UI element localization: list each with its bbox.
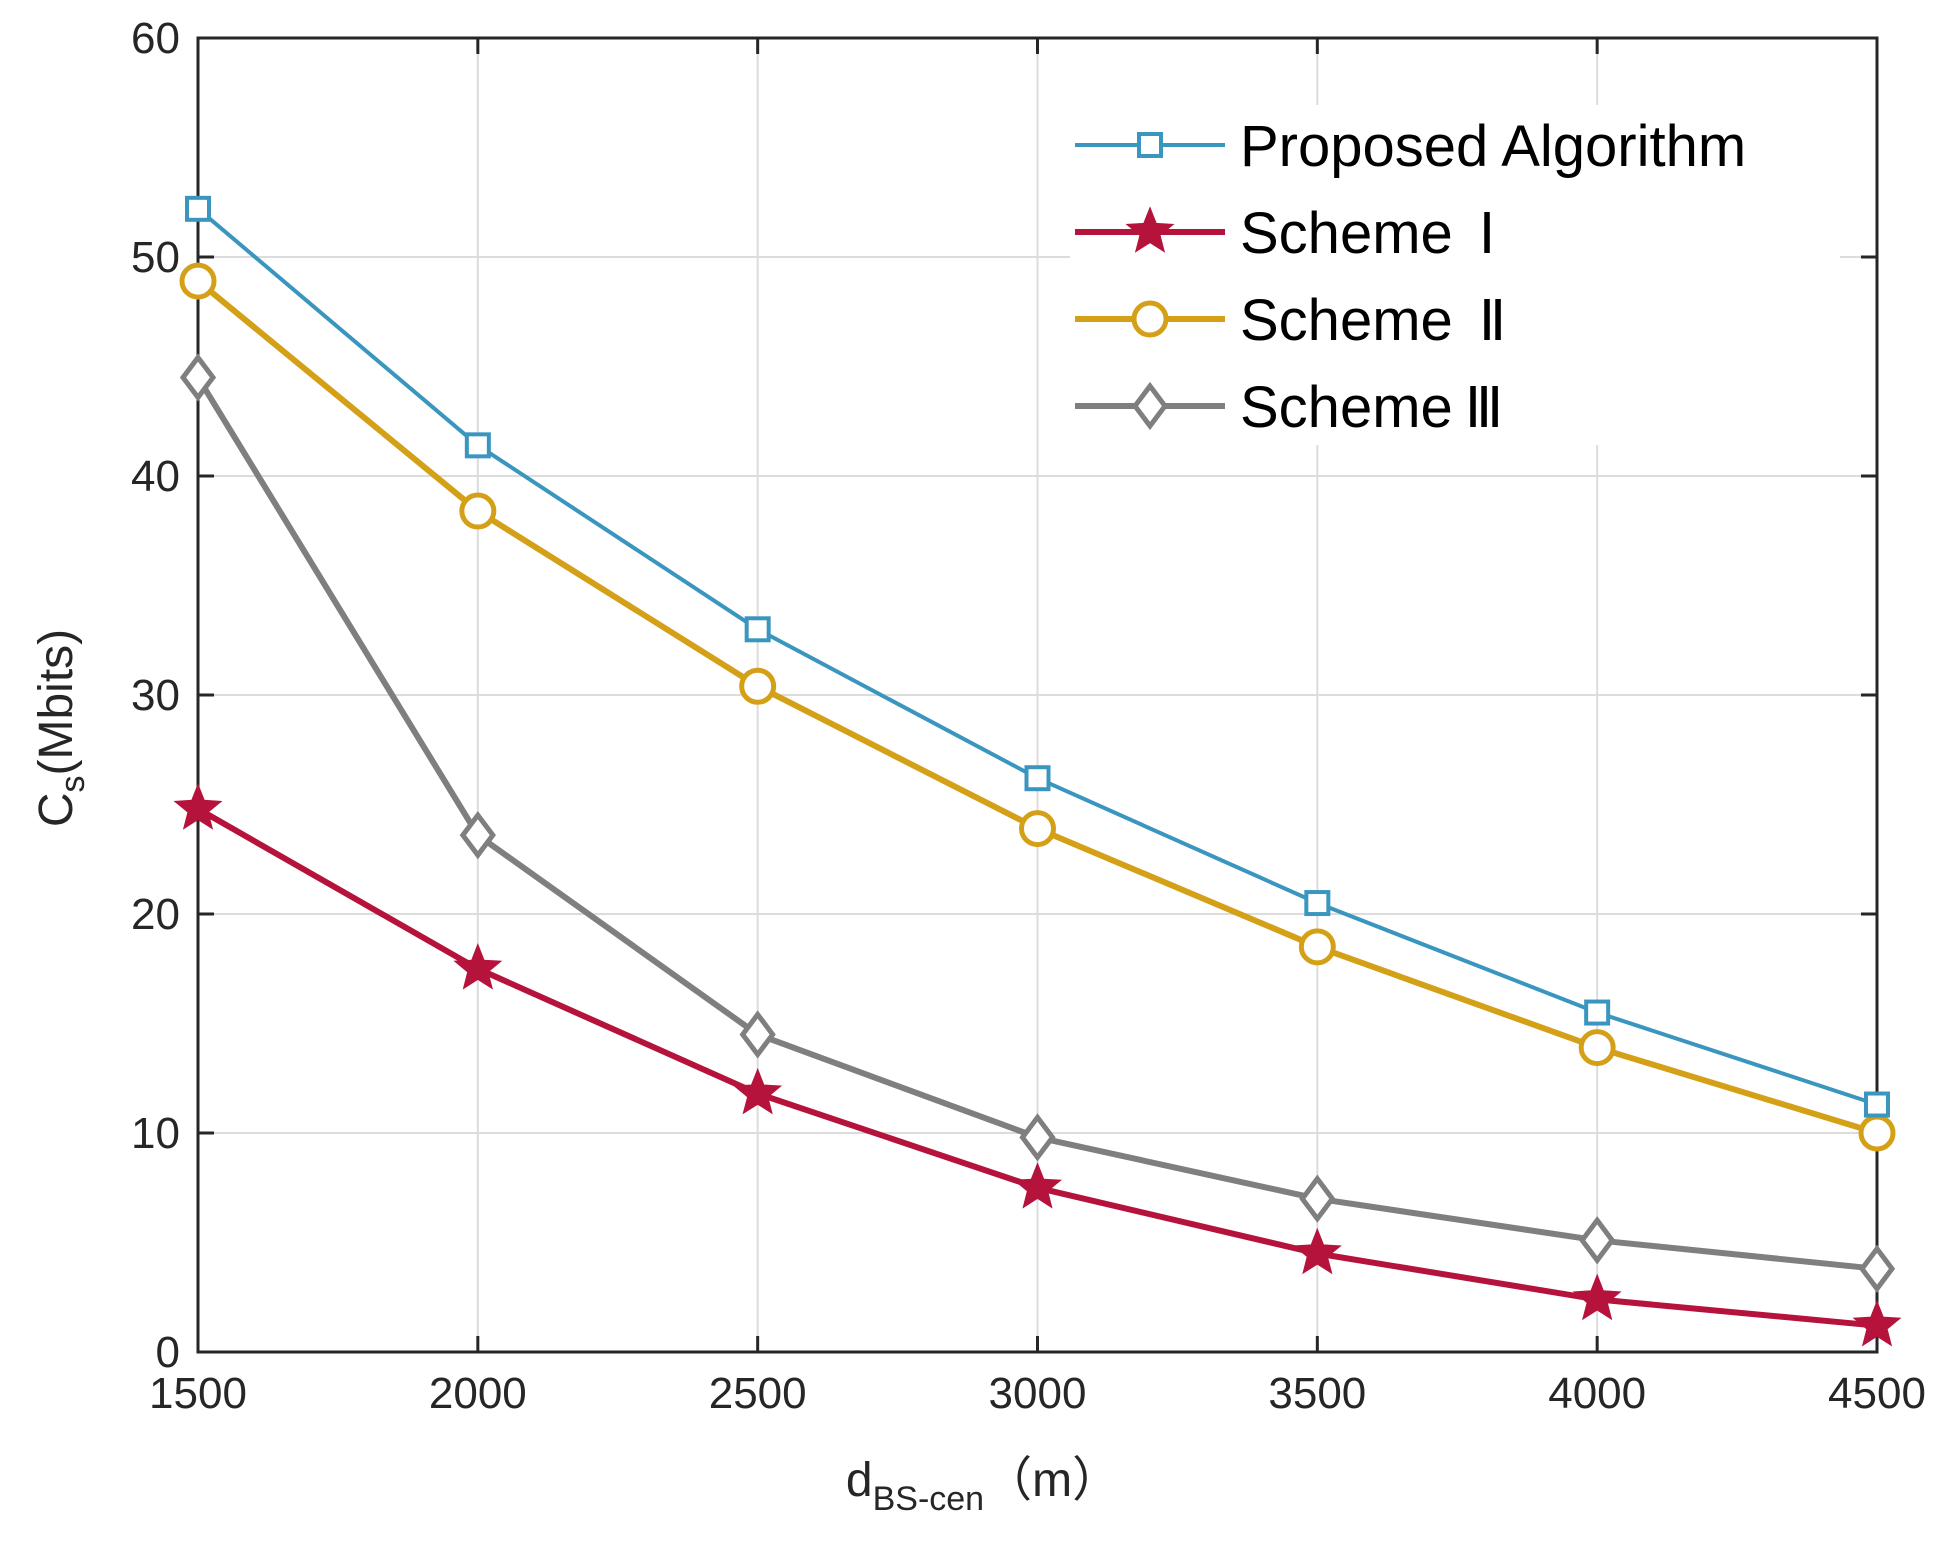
series-2 xyxy=(179,262,1896,1152)
series-3 xyxy=(179,353,1896,1293)
x-tick-label: 3000 xyxy=(989,1369,1087,1418)
data-point xyxy=(744,616,771,643)
x-tick-label: 2500 xyxy=(709,1369,807,1418)
data-point xyxy=(739,1010,776,1059)
legend-item-scheme-1: Scheme Ⅰ xyxy=(1075,201,1495,266)
y-axis-title-unit: (Mbits) xyxy=(30,629,83,776)
x-axis-title-sub: BS-cen xyxy=(873,1480,985,1518)
y-tick-label: 20 xyxy=(131,890,180,939)
y-axis-title-main: C xyxy=(30,792,83,827)
data-point xyxy=(1858,1244,1896,1293)
data-point xyxy=(1292,1227,1342,1275)
x-tick-label: 3500 xyxy=(1268,1369,1366,1418)
y-tick-label: 50 xyxy=(131,233,180,282)
legend-box xyxy=(1070,105,1840,445)
data-point xyxy=(173,783,223,830)
x-axis-title-unit: （m） xyxy=(984,1454,1120,1507)
legend-marker-scheme-3 xyxy=(1131,381,1169,431)
legend-marker xyxy=(1125,206,1175,253)
y-tick-labels: 0 10 20 30 40 50 60 xyxy=(131,14,180,1377)
legend: Proposed Algorithm Scheme Ⅰ Scheme Ⅱ Schem… xyxy=(1070,105,1840,445)
x-tick-labels: 1500 2000 2500 3000 3500 4000 4500 xyxy=(149,1369,1926,1418)
legend-marker-scheme-2 xyxy=(1131,300,1169,338)
series-layer xyxy=(173,195,1902,1347)
data-point xyxy=(459,492,497,530)
data-point xyxy=(1858,1114,1896,1152)
data-point xyxy=(1572,1273,1622,1321)
data-point xyxy=(1578,1029,1616,1067)
legend-label-scheme-2: Scheme Ⅱ xyxy=(1240,288,1506,353)
data-point xyxy=(1304,890,1331,917)
data-point xyxy=(464,432,491,459)
data-point xyxy=(733,1067,783,1115)
y-axis-title: Cs(Mbits) xyxy=(30,629,92,827)
x-tick-label: 4500 xyxy=(1828,1369,1926,1418)
legend-label-scheme-3: Scheme Ⅲ xyxy=(1240,375,1503,440)
data-point xyxy=(1579,1216,1616,1265)
data-point xyxy=(459,810,496,860)
data-point xyxy=(1852,1299,1902,1347)
data-point xyxy=(1299,1174,1336,1223)
data-point xyxy=(1012,1162,1063,1209)
y-tick-label: 40 xyxy=(131,452,180,501)
legend-label-proposed: Proposed Algorithm xyxy=(1240,114,1746,179)
legend-marker xyxy=(1137,132,1163,158)
data-point xyxy=(739,667,777,705)
series-0 xyxy=(185,195,1890,1118)
y-tick-label: 10 xyxy=(131,1109,180,1158)
data-point xyxy=(1298,928,1336,966)
y-axis-title-sub: s xyxy=(54,775,92,792)
legend-item-scheme-3: Scheme Ⅲ xyxy=(1075,375,1503,440)
x-axis-title-main: d xyxy=(846,1454,873,1507)
legend-item-proposed: Proposed Algorithm xyxy=(1075,114,1746,179)
data-point xyxy=(179,262,217,300)
data-point xyxy=(453,943,503,990)
legend-marker xyxy=(1131,381,1169,431)
x-tick-label: 1500 xyxy=(149,1369,247,1418)
data-point xyxy=(1019,1113,1056,1162)
data-point xyxy=(1024,765,1051,792)
x-tick-label: 2000 xyxy=(429,1369,527,1418)
y-tick-label: 30 xyxy=(131,671,180,720)
x-axis-title: dBS-cen（m） xyxy=(846,1454,1120,1518)
data-point xyxy=(1864,1091,1890,1118)
data-point xyxy=(1584,999,1611,1026)
series-1 xyxy=(173,783,1902,1347)
legend-marker xyxy=(1131,300,1169,338)
data-point xyxy=(179,353,217,402)
legend-label-scheme-1: Scheme Ⅰ xyxy=(1240,201,1495,266)
y-tick-label: 60 xyxy=(131,14,180,63)
plot-frame xyxy=(196,36,1879,1354)
data-point xyxy=(185,195,211,222)
legend-marker-proposed xyxy=(1137,132,1163,158)
y-tick-label: 0 xyxy=(156,1328,180,1377)
legend-marker-scheme-1 xyxy=(1125,206,1175,253)
data-point xyxy=(1019,810,1056,848)
legend-item-scheme-2: Scheme Ⅱ xyxy=(1075,288,1506,353)
x-tick-label: 4000 xyxy=(1548,1369,1646,1418)
